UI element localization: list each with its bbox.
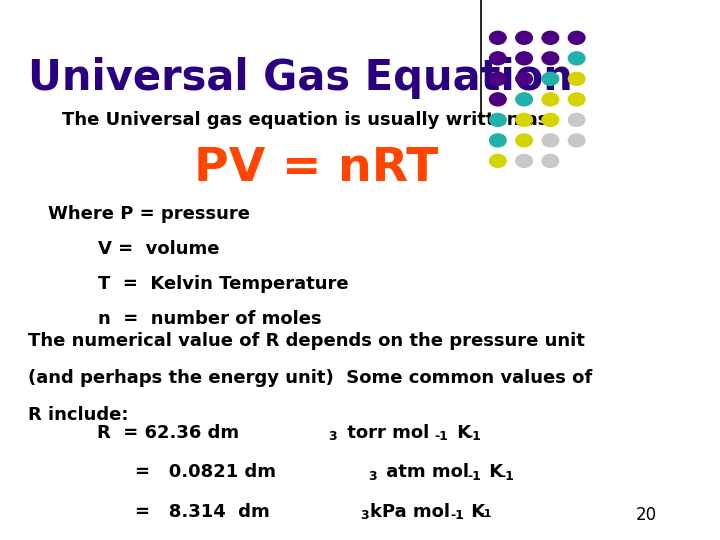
Text: T  =  Kelvin Temperature: T = Kelvin Temperature <box>48 275 349 293</box>
Text: R include:: R include: <box>27 406 128 423</box>
Text: kPa mol: kPa mol <box>370 503 450 521</box>
Text: R  = 62.36 dm: R = 62.36 dm <box>96 424 239 442</box>
Circle shape <box>516 72 532 85</box>
Circle shape <box>542 154 559 167</box>
Circle shape <box>516 113 532 126</box>
Circle shape <box>490 93 506 106</box>
Circle shape <box>490 52 506 65</box>
Circle shape <box>568 52 585 65</box>
Text: The Universal gas equation is usually written as: The Universal gas equation is usually wr… <box>62 111 549 129</box>
Text: =   0.0821 dm: = 0.0821 dm <box>135 463 276 481</box>
Text: -1: -1 <box>467 430 481 443</box>
Circle shape <box>542 72 559 85</box>
Circle shape <box>516 154 532 167</box>
Text: -1: -1 <box>467 470 481 483</box>
Circle shape <box>516 93 532 106</box>
Circle shape <box>542 93 559 106</box>
Text: Universal Gas Equation: Universal Gas Equation <box>27 57 572 99</box>
Circle shape <box>568 31 585 44</box>
Text: -1: -1 <box>450 509 464 522</box>
Text: n  =  number of moles: n = number of moles <box>48 310 322 328</box>
Circle shape <box>490 113 506 126</box>
Text: K: K <box>483 463 503 481</box>
Circle shape <box>542 134 559 147</box>
Circle shape <box>490 31 506 44</box>
Text: PV = nRT: PV = nRT <box>194 146 438 191</box>
Text: -1: -1 <box>500 470 514 483</box>
Text: -1: -1 <box>480 509 492 519</box>
Circle shape <box>490 72 506 85</box>
Circle shape <box>568 72 585 85</box>
Text: 20: 20 <box>636 506 657 524</box>
Text: V =  volume: V = volume <box>48 240 220 258</box>
Circle shape <box>516 31 532 44</box>
Circle shape <box>490 154 506 167</box>
Text: 3: 3 <box>369 470 377 483</box>
Circle shape <box>568 93 585 106</box>
Text: K: K <box>465 503 485 521</box>
Circle shape <box>568 113 585 126</box>
Circle shape <box>568 134 585 147</box>
Text: atm mol: atm mol <box>379 463 469 481</box>
Text: The numerical value of R depends on the pressure unit: The numerical value of R depends on the … <box>27 332 585 350</box>
Text: 3: 3 <box>328 430 337 443</box>
Text: =   8.314  dm: = 8.314 dm <box>135 503 269 521</box>
Circle shape <box>490 134 506 147</box>
Circle shape <box>516 134 532 147</box>
Text: 3: 3 <box>360 509 369 522</box>
Text: torr mol: torr mol <box>341 424 429 442</box>
Circle shape <box>542 113 559 126</box>
Text: Where P = pressure: Where P = pressure <box>48 205 251 223</box>
Circle shape <box>516 52 532 65</box>
Text: K: K <box>451 424 471 442</box>
Text: -1: -1 <box>434 430 448 443</box>
Circle shape <box>542 31 559 44</box>
Circle shape <box>542 52 559 65</box>
Text: (and perhaps the energy unit)  Some common values of: (and perhaps the energy unit) Some commo… <box>27 369 592 387</box>
